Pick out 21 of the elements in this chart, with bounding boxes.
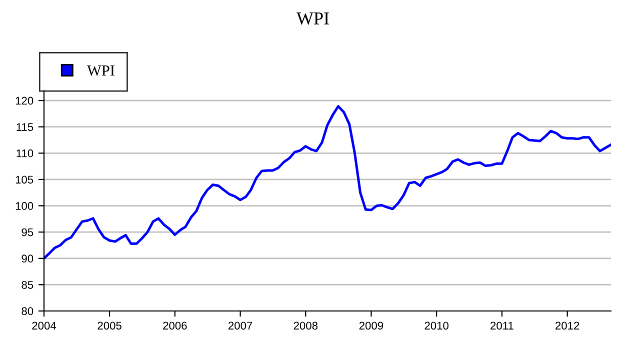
y-tick-label: 100 xyxy=(16,202,34,210)
x-tick-label: 2012 xyxy=(556,322,580,330)
x-tick-label: 2005 xyxy=(98,322,122,330)
x-tick-label: 2004 xyxy=(32,322,56,330)
y-tick-label: 80 xyxy=(22,307,34,316)
x-tick-label: 2010 xyxy=(424,322,448,330)
line-series xyxy=(44,105,611,260)
y-tick-label: 120 xyxy=(16,96,34,105)
chart-title: WPI xyxy=(296,12,329,25)
y-tick-label: 85 xyxy=(22,280,34,289)
x-tick-label: 2011 xyxy=(490,322,514,330)
y-tick-label: 110 xyxy=(16,149,34,158)
y-tick-label: 115 xyxy=(16,123,34,131)
y-tick-label: 95 xyxy=(22,228,34,236)
x-tick-label: 2007 xyxy=(228,322,252,330)
x-tick-label: 2008 xyxy=(294,322,318,330)
y-tick-label: 105 xyxy=(16,176,34,184)
x-tick-label: 2006 xyxy=(163,322,187,330)
y-tick-label: 90 xyxy=(22,254,34,263)
x-tick-label: 2009 xyxy=(359,322,384,330)
legend-label: WPI xyxy=(87,66,114,76)
